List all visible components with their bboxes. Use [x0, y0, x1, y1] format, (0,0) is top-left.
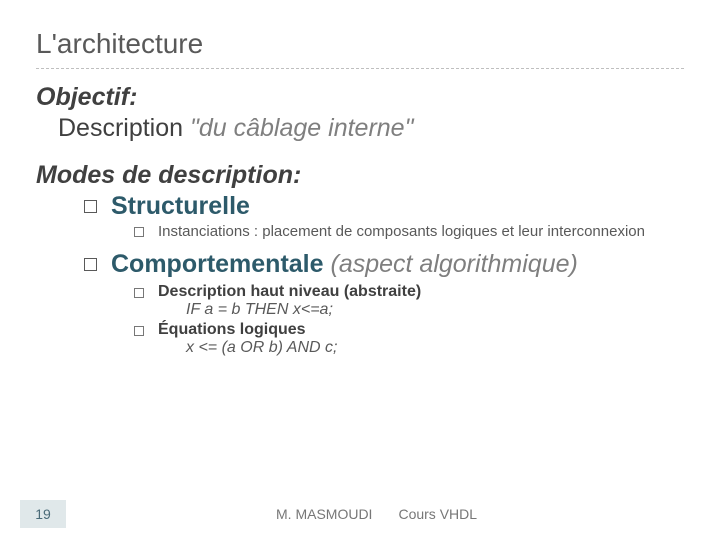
comportementale-main: Comportementale: [111, 250, 324, 278]
slide-title: L'architecture: [36, 28, 684, 60]
page-number: 19: [20, 500, 66, 528]
objectif-description: Description "du câblage interne": [58, 114, 684, 143]
checkbox-icon: [84, 200, 97, 213]
code-eq: x <= (a OR b) AND c;: [186, 339, 684, 357]
checkbox-icon: [84, 258, 97, 271]
instanciations-text: Instanciations : placement de composants…: [158, 223, 645, 242]
checkbox-icon: [134, 227, 144, 237]
footer: 19 M. MASMOUDI Cours VHDL: [0, 500, 720, 528]
desc-italic: "du câblage interne": [190, 114, 413, 142]
title-divider: [36, 68, 684, 69]
desc-haut-text: Description haut niveau (abstraite): [158, 283, 421, 301]
footer-course: Cours VHDL: [398, 506, 477, 522]
eq-log-text: Équations logiques: [158, 321, 306, 339]
comportementale-aspect: (aspect algorithmique): [324, 250, 578, 278]
slide-container: L'architecture Objectif: Description "du…: [0, 0, 720, 540]
footer-author: M. MASMOUDI: [276, 506, 372, 522]
bullet-instanciations: Instanciations : placement de composants…: [134, 223, 684, 242]
checkbox-icon: [134, 326, 144, 336]
checkbox-icon: [134, 288, 144, 298]
bullet-desc-haut: Description haut niveau (abstraite): [134, 283, 684, 301]
modes-heading: Modes de description:: [36, 161, 684, 190]
desc-prefix: Description: [58, 114, 190, 142]
bullet-comportementale: Comportementale (aspect algorithmique): [84, 250, 684, 279]
comportementale-label: Comportementale (aspect algorithmique): [111, 250, 578, 279]
bullet-eq-log: Équations logiques: [134, 321, 684, 339]
bullet-structurelle: Structurelle: [84, 192, 684, 221]
structurelle-label: Structurelle: [111, 192, 250, 221]
code-if: IF a = b THEN x<=a;: [186, 301, 684, 319]
objectif-heading: Objectif:: [36, 83, 684, 112]
